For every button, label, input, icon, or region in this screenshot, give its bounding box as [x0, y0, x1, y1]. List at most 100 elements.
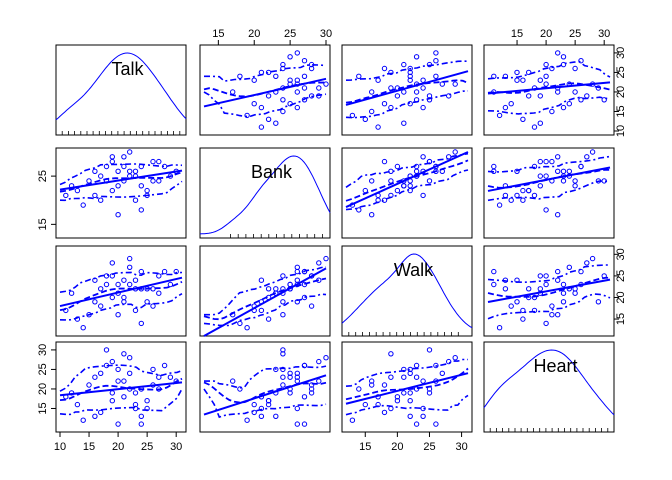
points-talk-vs-heart-25: [572, 89, 578, 95]
points-walk-vs-bank-7: [258, 307, 265, 314]
smoother-up-talk-walk: [345, 60, 468, 81]
points-talk-vs-walk-23: [433, 50, 439, 56]
regression-line-heart-walk: [345, 372, 469, 405]
points-walk-vs-talk-28: [150, 303, 156, 309]
panel-heart-walk: [341, 341, 473, 433]
points-walk-vs-heart-37: [543, 281, 549, 288]
points-talk-vs-walk-27: [420, 104, 426, 111]
points-walk-vs-heart-10: [502, 286, 509, 292]
points-talk-vs-bank-35: [230, 89, 236, 95]
points-walk-vs-talk-6: [92, 299, 98, 305]
right-axis-walk-label-15: 15: [615, 313, 627, 325]
smoother-lo-bank-talk: [59, 180, 183, 202]
points-talk-vs-bank-11: [280, 108, 286, 115]
points-heart-vs-talk-27: [92, 413, 98, 419]
points-talk-vs-heart-28: [549, 65, 555, 72]
points-bank-vs-talk-15: [109, 154, 116, 160]
panel-heart-bank: [199, 341, 331, 433]
points-talk-vs-bank-30: [265, 69, 272, 76]
points-walk-vs-heart-15: [584, 260, 590, 266]
points-talk-vs-walk-28: [381, 65, 388, 72]
smoother-up-heart-walk: [345, 358, 468, 387]
points-talk-vs-walk-14: [439, 81, 445, 87]
variable-label-walk: Walk: [394, 260, 434, 280]
points-walk-vs-bank-10: [273, 286, 279, 292]
panel-bank-talk: [55, 147, 187, 239]
points-bank-vs-talk-30: [144, 187, 150, 194]
smoother-up-bank-walk: [345, 152, 469, 188]
density-curve-bank: [199, 155, 331, 235]
points-bank-vs-heart-0: [537, 173, 543, 179]
points-bank-vs-talk-27: [92, 192, 98, 199]
points-heart-vs-walk-35: [369, 378, 375, 384]
points-heart-vs-bank-29: [301, 362, 308, 369]
panel-walk-walk: [341, 245, 473, 337]
points-talk-vs-bank-19: [244, 112, 250, 119]
panel-talk-bank: [199, 44, 331, 136]
points-heart-vs-walk-20: [413, 374, 420, 380]
left-axis-bank-label-15: 15: [37, 218, 49, 230]
points-heart-vs-walk-3: [381, 409, 388, 416]
points-walk-vs-heart-14: [566, 264, 572, 270]
points-walk-vs-heart-0: [537, 286, 543, 292]
points-talk-vs-bank-36: [301, 73, 308, 80]
density-curve-walk: [341, 253, 473, 329]
points-heart-vs-talk-19: [80, 417, 86, 423]
points-talk-vs-heart-1: [526, 93, 532, 99]
points-heart-vs-bank-35: [230, 378, 236, 384]
points-bank-vs-heart-15: [584, 154, 590, 160]
points-talk-vs-walk-12: [433, 58, 439, 64]
smoother-lo-bank-heart: [487, 180, 611, 202]
points-heart-vs-talk-4: [150, 366, 156, 373]
points-bank-vs-heart-32: [537, 158, 543, 165]
points-bank-vs-heart-7: [531, 192, 538, 199]
points-walk-vs-bank-26: [323, 255, 329, 262]
points-bank-vs-walk-24: [356, 207, 362, 213]
points-walk-vs-talk-12: [161, 268, 168, 275]
points-heart-vs-bank-9: [294, 421, 300, 427]
regression-line-talk-walk: [345, 70, 469, 106]
points-walk-vs-bank-29: [301, 281, 308, 288]
smoother-lo-walk-bank: [203, 293, 327, 327]
points-walk-vs-bank-31: [280, 299, 286, 305]
points-walk-vs-talk-1: [109, 294, 116, 301]
points-talk-vs-walk-24: [356, 73, 362, 80]
points-walk-vs-talk-31: [121, 299, 127, 305]
points-talk-vs-bank-10: [273, 73, 279, 80]
points-walk-vs-heart-20: [560, 281, 567, 288]
rug-walk: [348, 332, 459, 336]
points-bank-vs-walk-1: [394, 187, 401, 194]
points-heart-vs-talk-2: [121, 378, 127, 384]
points-talk-vs-bank-18: [251, 77, 257, 83]
points-heart-vs-bank-19: [244, 417, 250, 423]
points-heart-vs-talk-30: [144, 398, 150, 404]
right-axis-talk-label-15: 15: [615, 105, 627, 117]
points-walk-vs-talk-16: [144, 299, 150, 305]
points-talk-vs-heart-5: [520, 116, 526, 123]
points-bank-vs-heart-26: [589, 149, 596, 155]
points-heart-vs-bank-22: [287, 370, 293, 376]
points-heart-vs-talk-11: [86, 382, 92, 388]
smoother-lo-heart-walk: [345, 394, 469, 416]
rug-talk: [61, 131, 181, 135]
points-bank-vs-talk-28: [150, 158, 156, 165]
points-talk-vs-bank-0: [287, 77, 293, 83]
bottom-axis-talk-label-15: 15: [83, 441, 95, 453]
points-talk-vs-walk-16: [388, 69, 394, 76]
points-talk-vs-heart-8: [543, 61, 549, 68]
points-heart-vs-bank-14: [294, 370, 300, 376]
smoother-m-talk-heart: [487, 82, 611, 94]
bottom-axis-talk-label-25: 25: [141, 441, 153, 453]
panel-talk-talk: [55, 44, 187, 136]
points-heart-vs-bank-18: [251, 401, 257, 408]
points-talk-vs-bank-34: [280, 61, 286, 68]
points-heart-vs-walk-15: [446, 358, 452, 365]
points-talk-vs-walk-15: [446, 93, 452, 99]
points-talk-vs-bank-5: [265, 116, 272, 123]
points-heart-vs-bank-24: [237, 386, 243, 392]
points-heart-vs-bank-16: [258, 405, 265, 412]
points-walk-vs-talk-29: [103, 281, 110, 288]
points-talk-vs-heart-16: [514, 69, 520, 76]
points-heart-vs-talk-9: [115, 421, 121, 427]
